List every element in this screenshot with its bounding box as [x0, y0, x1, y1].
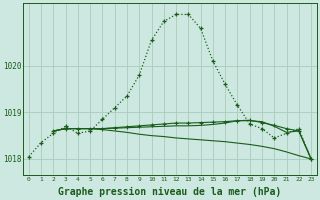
X-axis label: Graphe pression niveau de la mer (hPa): Graphe pression niveau de la mer (hPa): [58, 187, 282, 197]
